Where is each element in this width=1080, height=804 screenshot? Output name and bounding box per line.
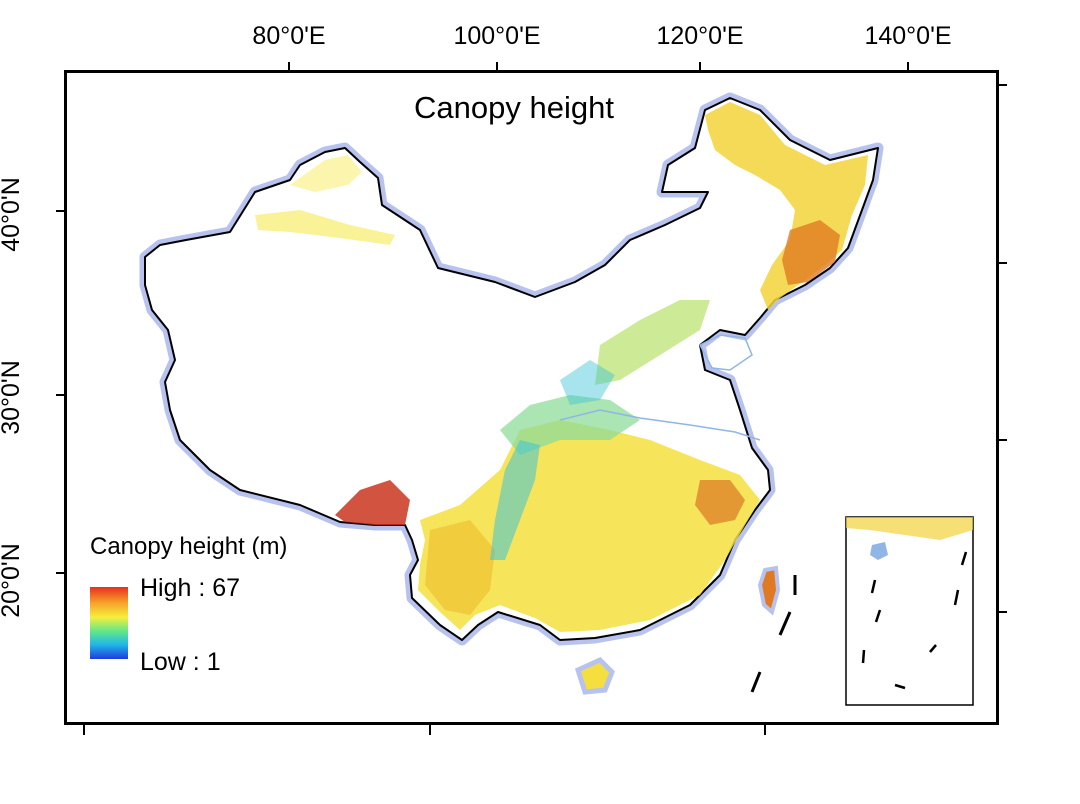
forest-region-yunnan — [425, 520, 495, 615]
island-taiwan — [757, 565, 781, 616]
forest-region-river-valley — [490, 440, 540, 560]
forest-region-upper-central — [595, 300, 710, 385]
forest-region-tianshan — [255, 210, 395, 245]
lon-label-140e: 140°0'E — [864, 22, 952, 50]
forest-region-central — [500, 395, 640, 455]
forest-region-northeast-high — [782, 220, 840, 285]
boundary-dashes — [750, 575, 797, 693]
legend-high-label: High : 67 — [140, 574, 241, 602]
forest-region-southwest-high — [335, 480, 410, 525]
lon-label-100e: 100°0'E — [453, 22, 541, 50]
map-title: Canopy height — [414, 90, 614, 125]
legend-color-ramp — [90, 587, 128, 659]
forest-region-xinjiang-north — [290, 155, 362, 192]
south-china-sea-inset — [845, 516, 974, 706]
forest-region-loess — [560, 360, 615, 405]
frame-ticks — [56, 62, 1007, 735]
legend-low-label: Low : 1 — [140, 648, 221, 676]
forest-region-southeast-high — [695, 480, 745, 525]
forest-region-south — [418, 420, 760, 632]
legend-title: Canopy height (m) — [90, 533, 288, 560]
lon-label-120e: 120°0'E — [656, 22, 744, 50]
river-yangtze — [559, 409, 761, 441]
island-hainan — [574, 657, 615, 695]
lon-label-80e: 80°0'E — [252, 22, 326, 50]
coastline-bohai — [698, 334, 753, 371]
